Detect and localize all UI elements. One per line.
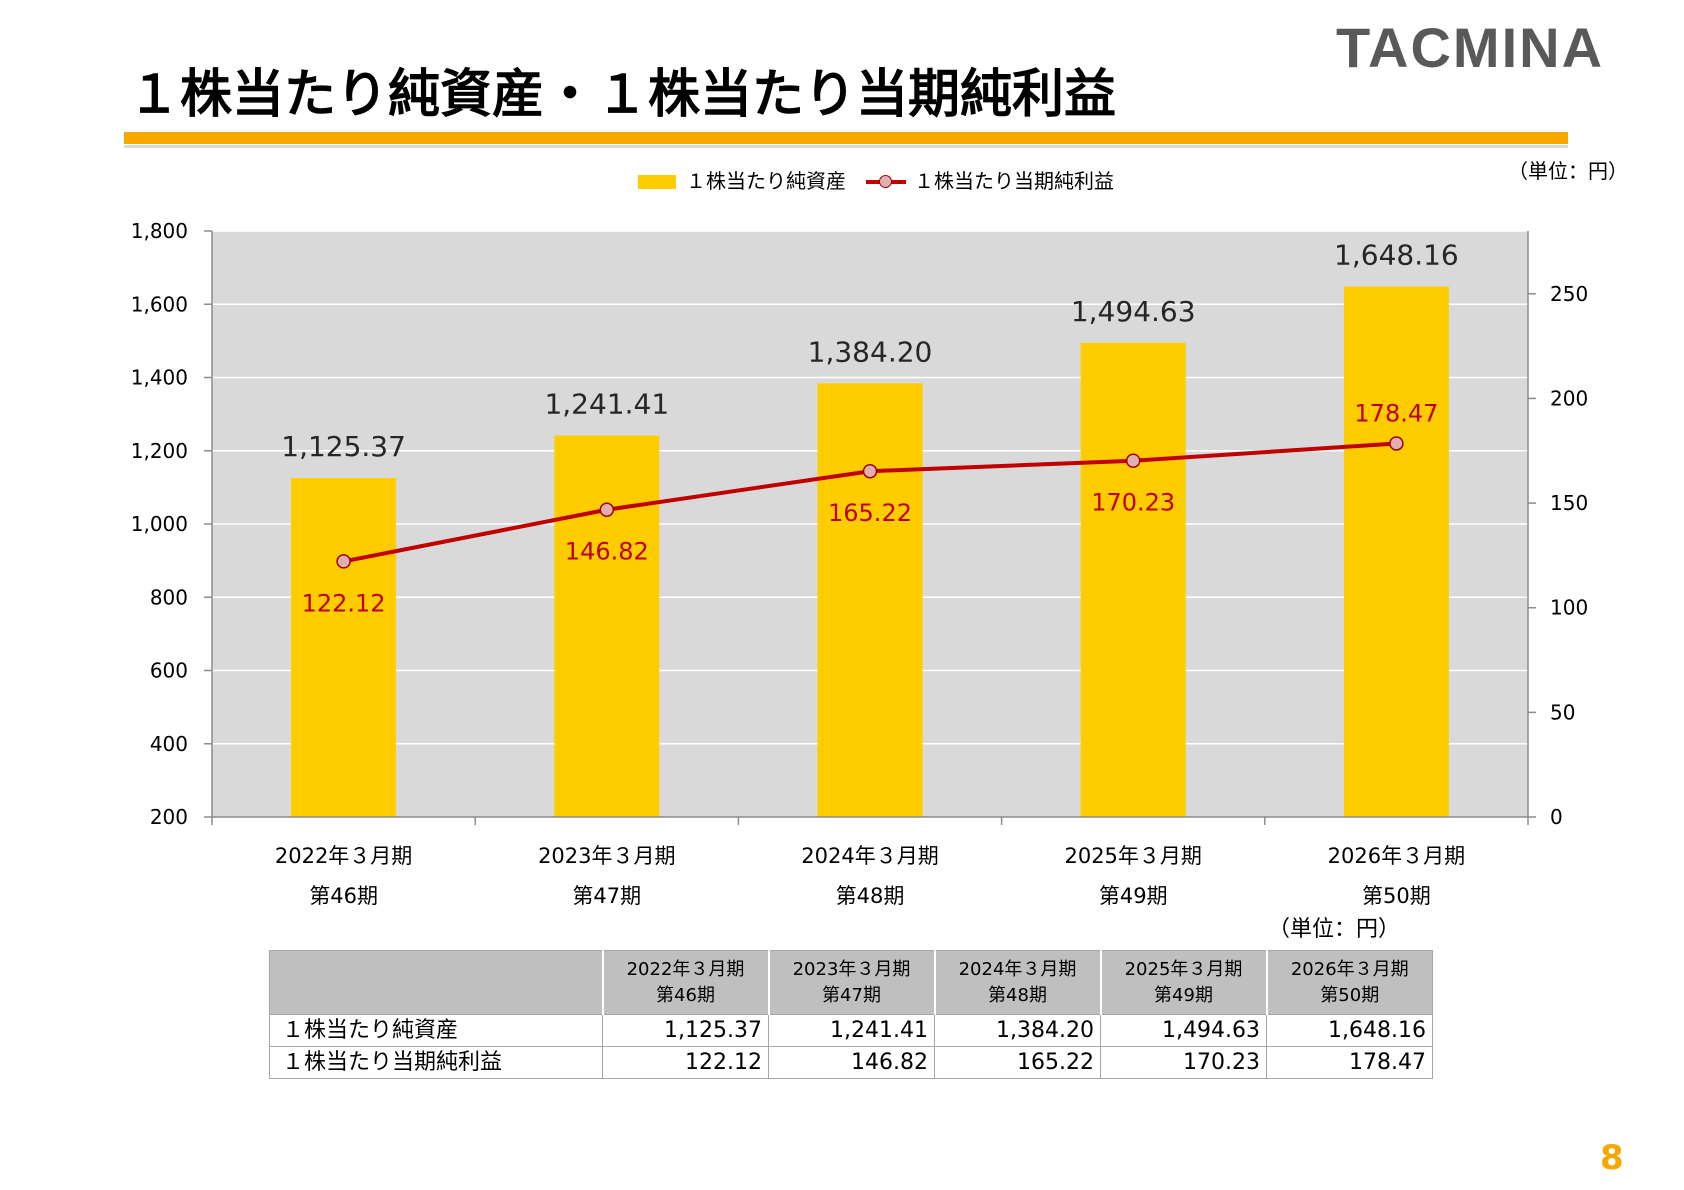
table-cell: 170.23 [1100,1046,1267,1079]
page-title: １株当たり純資産・１株当たり当期純利益 [128,65,1117,125]
legend-bar-swatch [638,175,676,189]
x-tick-sublabel: 第49期 [1099,884,1168,908]
table-cell: 146.82 [768,1046,935,1079]
table-cell: 178.47 [1266,1046,1433,1079]
x-tick-sublabel: 第50期 [1362,884,1431,908]
y-tick-label-right: 200 [1550,386,1588,410]
tacmina-logo: TACMINA [1336,16,1605,79]
y-tick-label-left: 1,400 [131,366,188,390]
bar [291,478,397,817]
line-data-label: 165.22 [828,499,912,527]
x-tick-label: 2026年３月期 [1328,844,1465,868]
y-tick-label-left: 800 [150,585,188,609]
line-data-label: 146.82 [565,538,649,566]
y-tick-label-right: 0 [1550,805,1563,829]
table-header-cell: 2025年３月期 第49期 [1099,950,1267,1015]
y-tick-label-right: 150 [1550,491,1588,515]
legend-line-label: １株当たり当期純利益 [914,169,1114,193]
table-header-period: 第47期 [822,984,881,1006]
y-tick-label-left: 1,800 [131,219,188,243]
bar-data-label: 1,125.37 [281,430,406,463]
table-header-corner [269,950,603,1015]
y-tick-label-left: 400 [150,732,188,756]
y-tick-label-right: 50 [1550,700,1575,724]
table-header-period: 第48期 [988,984,1047,1006]
table-header-cell: 2023年３月期 第47期 [767,950,935,1015]
table-header-year: 2026年３月期 [1290,958,1409,980]
table-header-cell: 2024年３月期 第48期 [933,950,1101,1015]
y-tick-label-left: 600 [150,659,188,683]
x-tick-label: 2023年３月期 [538,844,675,868]
table-row: １株当たり当期純利益 122.12 146.82 165.22 170.23 1… [269,1046,1433,1079]
bar-data-label: 1,384.20 [808,335,933,368]
table-cell: 122.12 [602,1046,769,1079]
table-row: １株当たり純資産 1,125.37 1,241.41 1,384.20 1,49… [269,1014,1433,1047]
table-cell: 1,241.41 [768,1014,935,1047]
line-data-label: 122.12 [302,589,386,617]
bar [1080,342,1186,817]
bar-data-label: 1,241.41 [544,388,669,421]
table-header-cell: 2022年３月期 第46期 [601,950,769,1015]
x-tick-label: 2025年３月期 [1064,844,1201,868]
table-header-period: 第50期 [1320,984,1380,1006]
line-point [1125,453,1141,468]
y-tick-label-right: 100 [1550,596,1588,620]
title-underline-rule [124,145,1568,148]
table-cell: 165.22 [934,1046,1101,1079]
y-tick-label-left: 1,000 [131,512,188,536]
y-tick-label-left: 1,600 [131,292,188,316]
bar [817,383,923,817]
bar [554,435,660,817]
x-tick-label: 2022年３月期 [275,844,412,868]
x-tick-label: 2024年３月期 [801,844,938,868]
table-header-year: 2023年３月期 [792,958,911,980]
table-row-label: １株当たり純資産 [269,1014,603,1047]
summary-table: 2022年３月期 第46期 2023年３月期 第47期 2024年３月期 第48期 2… [269,950,1433,1079]
table-cell: 1,384.20 [934,1014,1101,1047]
table-row-label: １株当たり当期純利益 [269,1046,603,1079]
legend-line-marker [879,175,892,188]
line-data-label: 170.23 [1091,489,1175,517]
line-data-label: 178.47 [1354,399,1438,427]
bar [1343,286,1449,817]
bar-data-label: 1,648.16 [1334,239,1459,272]
line-point [862,463,878,479]
combo-chart: 1,125.37 1,241.41 1,384.20 1,494.63 1,648.16… [131,219,1588,908]
x-tick-sublabel: 第47期 [572,884,641,908]
table-header-row: 2022年３月期 第46期 2023年３月期 第47期 2024年３月期 第48期 2… [269,950,1433,1015]
line-point [336,554,351,569]
table-header-year: 2025年３月期 [1124,958,1243,980]
table-header-cell: 2026年３月期 第50期 [1265,950,1433,1015]
line-point [599,502,615,517]
table-header-period: 第49期 [1154,984,1213,1006]
chart-unit-label: （単位：円） [1508,159,1628,183]
legend-bar-label: １株当たり純資産 [686,169,846,193]
x-tick-sublabel: 第48期 [836,884,905,908]
table-cell: 1,125.37 [602,1014,769,1047]
y-tick-label-left: 1,200 [131,439,188,463]
table-header-period: 第46期 [656,984,715,1006]
table-cell: 1,494.63 [1100,1014,1267,1047]
page-number: 8 [1600,1138,1624,1178]
bar-data-label: 1,494.63 [1071,295,1196,328]
table-cell: 1,648.16 [1266,1014,1433,1047]
line-point [1389,436,1404,451]
table-unit-label: （単位：円） [1268,917,1401,942]
x-tick-sublabel: 第46期 [309,884,378,908]
table-header-year: 2022年３月期 [626,958,745,980]
title-underline-bar [124,132,1568,144]
y-tick-label-left: 200 [150,805,188,829]
y-tick-label-right: 250 [1550,282,1588,306]
table-header-year: 2024年３月期 [958,958,1077,980]
